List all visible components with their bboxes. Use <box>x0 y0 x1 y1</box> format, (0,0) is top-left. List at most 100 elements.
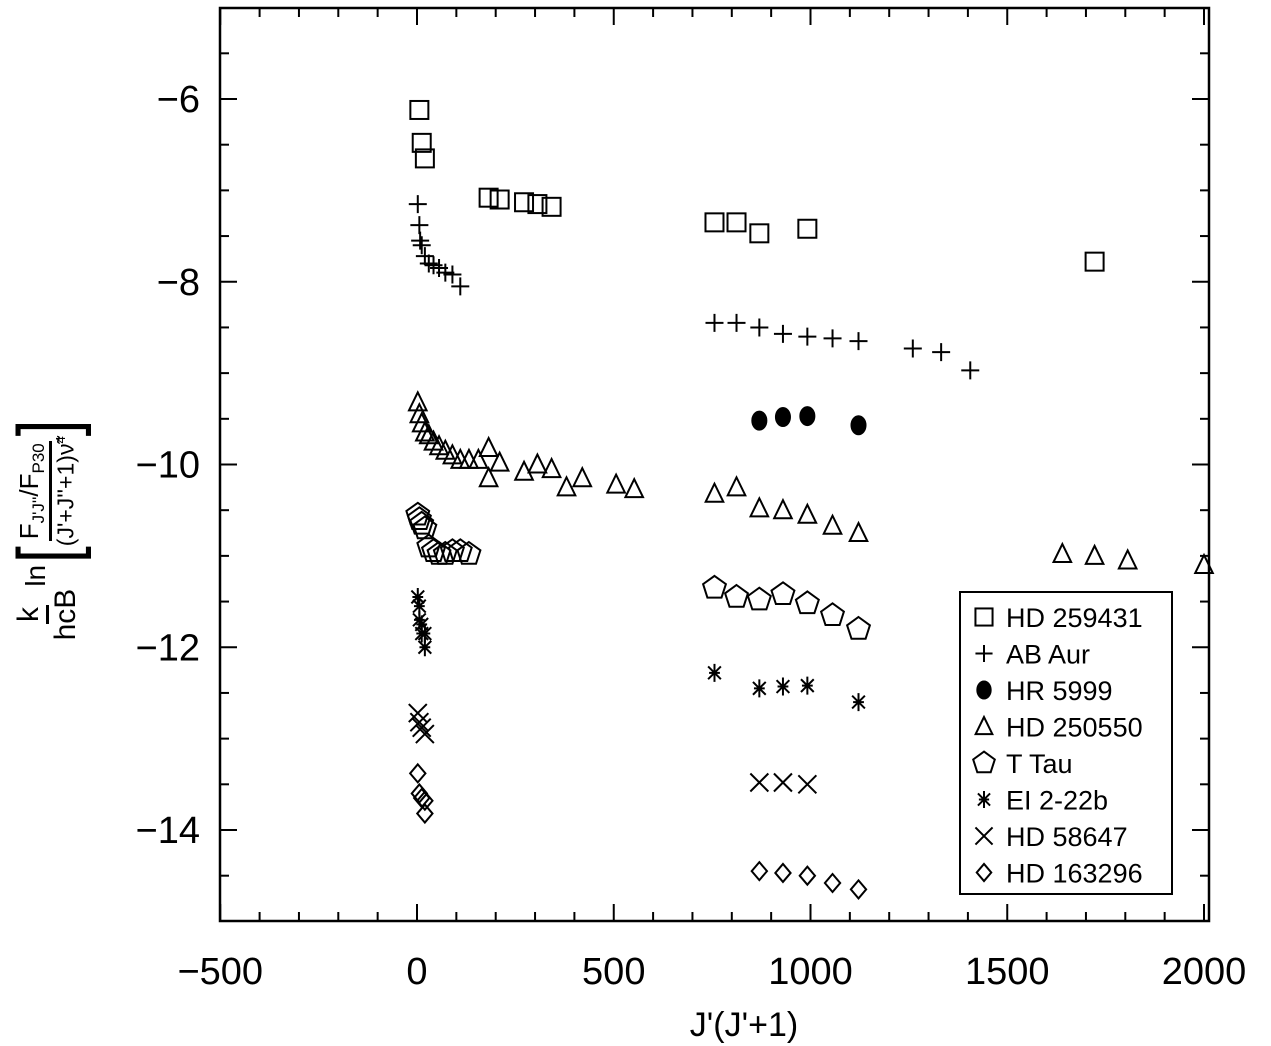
data-point <box>750 318 769 337</box>
data-point <box>412 717 432 738</box>
data-point <box>415 724 435 744</box>
data-point <box>751 410 768 431</box>
data-point <box>748 496 770 518</box>
flux-sub-jj: J'J'' <box>29 496 49 524</box>
data-point <box>442 443 463 465</box>
legend-label: HD 250550 <box>1006 713 1143 743</box>
data-point <box>772 497 794 520</box>
legend-marker-icon <box>974 826 994 846</box>
data-point <box>1084 251 1105 272</box>
y-tick-label: −14 <box>136 810 200 852</box>
x-tick-label: 0 <box>406 951 427 993</box>
data-point <box>701 574 728 599</box>
flux-f: F <box>14 523 45 540</box>
legend-label: T Tau <box>1006 749 1073 779</box>
data-point <box>707 663 722 682</box>
x-tick-label: 2000 <box>1162 951 1247 993</box>
y-tick-label: −6 <box>157 79 200 121</box>
data-point <box>411 132 432 153</box>
x-tick-label: 1000 <box>768 951 853 993</box>
y-label-k-fraction: k hcB <box>12 589 82 641</box>
data-point <box>436 263 455 282</box>
data-point <box>796 502 818 524</box>
y-label-ratio-denominator: (J'+J''+1)ν̃4 <box>52 436 79 547</box>
ratio-den-nu: ν̃ <box>52 443 79 456</box>
legend-marker-icon <box>974 607 994 627</box>
data-point <box>408 195 427 214</box>
series-ab-aur <box>408 195 980 380</box>
axis-ticks <box>219 8 1209 921</box>
plot-frame <box>218 6 1211 923</box>
data-point <box>527 194 548 215</box>
series-t-tau <box>405 501 872 640</box>
ratio-den-j: (J'+J''+1) <box>52 455 79 547</box>
data-point <box>527 452 548 474</box>
legend-box <box>959 591 1173 895</box>
data-point <box>775 677 791 696</box>
data-point <box>849 332 868 351</box>
tick-labels: −500 0 500 1000 1500 2000 −14 −12 −10 −8 −6 <box>136 79 1247 993</box>
data-point <box>800 676 815 695</box>
y-label-flux-ratio: FJ'J''/FP30 (J'+J''+1)ν̃4 <box>14 436 79 547</box>
data-point <box>478 435 500 458</box>
legend-label: HR 5999 <box>1006 676 1113 706</box>
data-point <box>417 624 432 643</box>
data-point <box>489 450 511 472</box>
flux-slash-f: /F <box>14 473 45 497</box>
x-tick-label: 500 <box>582 951 645 993</box>
data-point <box>798 327 817 346</box>
data-point <box>415 247 434 266</box>
series-hr-5999 <box>751 406 867 436</box>
data-point <box>410 216 429 235</box>
series-hd-58647 <box>408 703 818 795</box>
series-ei-2-22b <box>410 587 866 712</box>
data-point <box>1084 543 1106 565</box>
data-point <box>412 597 427 616</box>
legend-marker-icon <box>975 644 993 663</box>
data-point <box>746 586 772 611</box>
data-point <box>467 447 489 469</box>
legend-label: HD 58647 <box>1006 822 1128 852</box>
data-point <box>432 540 458 565</box>
data-point <box>409 712 430 732</box>
data-point <box>571 465 593 488</box>
legend-marker-icon <box>975 862 993 883</box>
data-point <box>704 481 725 503</box>
ratio-den-pow: 4 <box>53 436 69 444</box>
data-point <box>961 361 980 380</box>
data-point <box>794 590 820 615</box>
data-point <box>823 872 842 894</box>
data-point <box>411 231 430 250</box>
y-tick-label: −8 <box>157 262 200 304</box>
data-point <box>456 540 482 565</box>
data-point <box>408 401 430 424</box>
data-point <box>726 212 747 233</box>
y-label-k: k <box>12 605 49 625</box>
data-points <box>405 99 1215 900</box>
data-point <box>849 878 868 900</box>
data-point <box>723 583 750 608</box>
legend-marker-icon <box>974 714 994 736</box>
data-point <box>822 513 843 535</box>
data-point <box>903 339 922 358</box>
y-tick-label: −10 <box>136 445 200 487</box>
data-point <box>419 254 438 273</box>
flux-sub-p30: P30 <box>29 443 49 474</box>
data-point <box>819 602 846 626</box>
series-hd-163296 <box>408 762 868 900</box>
data-point <box>726 475 747 497</box>
legend-label: HD 259431 <box>1006 603 1143 633</box>
y-label-ratio-numerator: FJ'J''/FP30 <box>14 441 53 542</box>
data-point <box>704 212 725 233</box>
data-point <box>797 218 818 239</box>
data-point <box>514 192 535 213</box>
data-point <box>414 615 429 634</box>
data-point <box>415 790 434 812</box>
legend-label: EI 2-22b <box>1006 786 1108 816</box>
data-point <box>773 772 793 793</box>
legend-marker-icon <box>972 750 996 774</box>
data-point <box>409 510 435 535</box>
data-point <box>451 277 470 296</box>
data-point <box>414 420 436 442</box>
